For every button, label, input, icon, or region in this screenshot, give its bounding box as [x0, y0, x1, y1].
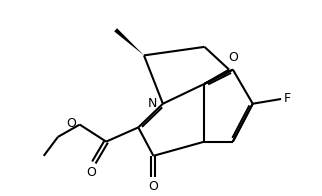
- Text: O: O: [86, 166, 96, 179]
- Text: F: F: [283, 93, 291, 105]
- Text: N: N: [148, 97, 157, 110]
- Text: O: O: [148, 180, 158, 193]
- Text: O: O: [228, 51, 238, 64]
- Polygon shape: [114, 28, 144, 55]
- Text: O: O: [66, 117, 76, 130]
